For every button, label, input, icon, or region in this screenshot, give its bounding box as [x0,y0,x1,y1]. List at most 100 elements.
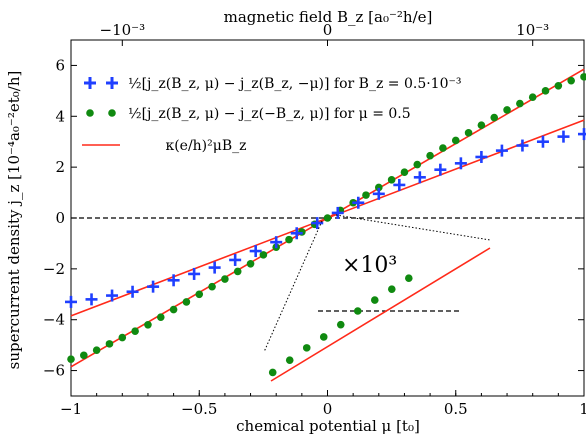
top-tick-label: −10⁻³ [100,21,146,39]
ticks: −1 −0.5 0 0.5 1 −6 −4 −2 0 2 4 6 −10⁻³ 0 10⁻³ [43,21,586,418]
inset-point [405,274,413,283]
plus-point [208,261,221,274]
circle-point [246,259,255,268]
plus-point [454,157,467,170]
y-axis-label: supercurrent density j_z [10⁻⁴a₀⁻²et₀/h] [5,71,23,370]
x-tick-label: 0 [323,400,333,418]
plus-point [495,144,508,157]
circle-point [323,214,332,222]
circle-point [451,136,460,145]
inset-label: ×10³ [342,253,397,278]
inset-connector-right [335,214,491,241]
plus-point [413,171,426,184]
x-tick-label: −1 [60,400,82,418]
circle-point [413,160,422,169]
circle-point [580,73,586,81]
circle-point [387,176,396,184]
circle-point [554,81,563,90]
inset-point [268,368,277,377]
legend-label-series-1: ½[j_z(B_z, μ) − j_z(B_z, −μ)] for B_z = … [128,76,462,92]
legend-label-series-2: ½[j_z(B_z, μ) − j_z(−B_z, μ)] for μ = 0.… [128,106,411,122]
circle-point [362,191,370,199]
inset-point [370,296,379,304]
circle-point [567,76,575,85]
plus-point [393,178,406,191]
plus-point [188,267,201,280]
circle-point [92,346,101,355]
y-tick-label: −2 [43,260,65,278]
circle-point [144,321,152,329]
plus-point [557,130,570,143]
y-tick-label: −6 [43,362,65,380]
plus-point [516,139,529,152]
plus-point [270,236,283,249]
plus-point [126,285,139,298]
circle-point [67,355,75,363]
inset-point [387,285,396,293]
circle-point [208,282,216,291]
plus-point [536,135,549,148]
inset-point [319,333,328,341]
plus-point [147,280,160,293]
plus-point [290,227,303,240]
plus-point [434,163,447,176]
circle-point [375,183,383,192]
circle-point [516,99,524,108]
legend-marker-plus [84,77,118,89]
inset-point [353,307,362,315]
circle-point [233,267,242,276]
plus-point [311,217,324,230]
y-tick-label: 2 [55,158,65,176]
plus-point [372,187,385,200]
plus-point [106,289,119,302]
circle-point [182,298,191,306]
circle-point [400,168,409,177]
circle-point [503,106,511,114]
plus-point [229,253,242,266]
inset-point [285,356,294,364]
plus-point [578,128,586,141]
circle-point [131,327,139,335]
plus-point [352,196,365,209]
y-tick-label: 4 [55,107,65,125]
plus-point [85,293,98,306]
y-tick-label: 0 [55,209,65,227]
circle-point [195,290,204,299]
circle-point [285,235,293,244]
top-axis-label: magnetic field B_z [a₀⁻²h/e] [224,8,433,26]
circle-point [464,129,473,137]
legend: ½[j_z(B_z, μ) − j_z(B_z, −μ)] for B_z = … [82,76,462,154]
legend-label-series-3: κ(e/h)²μB_z [165,138,246,154]
plus-point [249,245,262,258]
x-tick-label: 0.5 [444,400,468,418]
legend-marker-circle [86,109,116,117]
circle-point [541,87,550,95]
plus-point [475,150,488,163]
circle-point [80,351,88,360]
x-axis-label: chemical potential μ [t₀] [236,417,420,435]
inset-point [302,344,311,352]
circle-point [528,93,537,102]
y-tick-label: 6 [55,56,65,74]
x-tick-label: 1 [579,400,586,418]
circle-point [439,144,447,152]
plot-area [65,39,586,397]
inset-fit-line [270,247,491,382]
circle-point [221,275,229,283]
circle-point [156,313,165,321]
top-tick-label: 0 [323,21,333,39]
y-tick-label: −4 [43,311,65,329]
circle-point [105,340,114,348]
inset-connector-left [263,220,323,353]
circle-point [490,113,499,122]
plus-point [331,206,344,219]
plus-point [65,295,77,308]
circle-point [118,333,127,342]
inset-point [336,320,345,329]
plus-point [167,274,180,287]
circle-point [169,305,178,314]
circle-point [259,251,268,259]
circle-point [477,121,486,129]
top-tick-label: 10⁻³ [516,21,549,39]
